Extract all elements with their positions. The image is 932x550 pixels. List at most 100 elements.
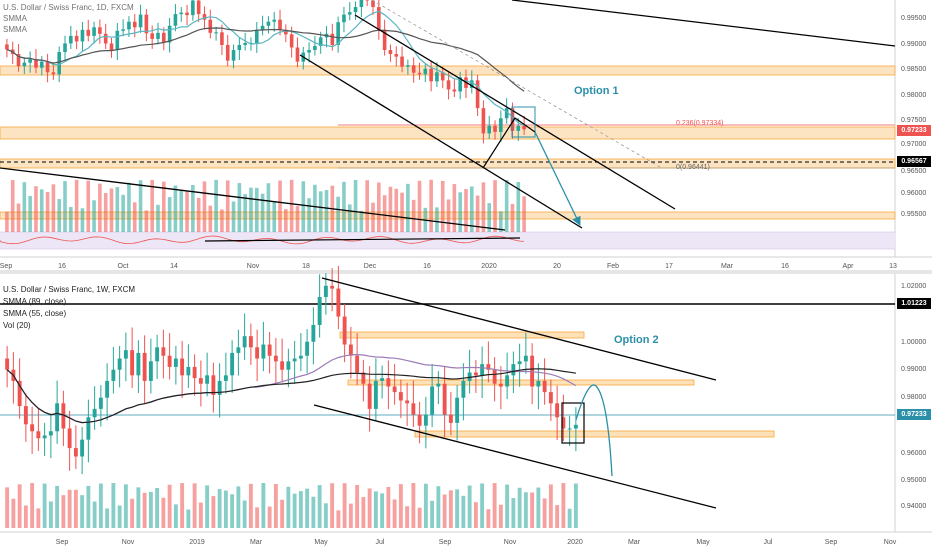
top-date-tick-label: Mar xyxy=(721,263,734,270)
bottom-price-tick-label: 0.98000 xyxy=(901,394,926,401)
volume-bar xyxy=(435,207,439,232)
volume-bar xyxy=(347,204,352,232)
candle-body xyxy=(273,355,278,362)
candle-body xyxy=(284,29,288,35)
top-price-tag-level: 0.96567 xyxy=(897,156,931,167)
candle-body xyxy=(406,65,410,67)
volume-bar xyxy=(211,496,216,528)
volume-bar xyxy=(225,180,230,232)
volume-bar xyxy=(92,501,97,528)
candle-body xyxy=(132,21,137,28)
volume-bar xyxy=(173,504,178,528)
candle-body xyxy=(330,285,335,289)
candle-body xyxy=(86,29,91,36)
volume-bar xyxy=(16,203,21,232)
volume-bar xyxy=(417,507,422,528)
top-date-tick-label: 16 xyxy=(58,263,66,270)
candle-body xyxy=(499,118,503,132)
candle-body xyxy=(30,424,35,432)
candle-body xyxy=(155,347,160,362)
volume-bar xyxy=(371,202,375,232)
volume-bar xyxy=(248,483,253,528)
volume-bar xyxy=(86,180,91,232)
top-price-tick-label: 0.95500 xyxy=(901,211,926,218)
volume-bar xyxy=(464,189,468,232)
volume-bar xyxy=(237,183,242,232)
bottom-date-tick-label: Sep xyxy=(56,539,69,546)
candle-body xyxy=(266,21,271,26)
volume-bar xyxy=(273,484,278,528)
candle-body xyxy=(398,392,403,401)
candle-body xyxy=(243,42,247,45)
volume-bar xyxy=(51,184,56,232)
candle-body xyxy=(180,358,185,376)
candle-body xyxy=(405,400,410,404)
candle-body xyxy=(214,32,218,34)
volume-bar xyxy=(284,209,288,232)
panel-separator[interactable] xyxy=(0,270,932,274)
axis-labels: Sep 16 Oct 14 Nov 18 Dec 16 2020 20 Feb 17 Mar 16 Apr 1… xyxy=(0,15,926,546)
volume-bar xyxy=(359,210,364,232)
bottom-date-tick-label: Jul xyxy=(764,539,773,546)
volume-bar xyxy=(278,180,282,232)
candle-body xyxy=(156,32,160,39)
volume-bar xyxy=(130,498,135,528)
volume-bar xyxy=(311,496,316,528)
candle-body xyxy=(148,361,153,381)
volume-bar xyxy=(30,483,35,528)
candle-body xyxy=(442,383,447,415)
volume-bar xyxy=(121,194,125,232)
volume-bar xyxy=(198,502,203,528)
volume-bar xyxy=(109,188,114,232)
upper-zone xyxy=(339,331,585,339)
volume-bar xyxy=(394,188,399,232)
bottom-channel-lower[interactable] xyxy=(313,404,717,509)
candle-body xyxy=(342,14,346,23)
fib-label-0: 0(0.96441) xyxy=(676,164,710,171)
candle-body xyxy=(423,414,428,426)
candle-body xyxy=(367,383,372,409)
bottom-date-tick-label: May xyxy=(696,539,710,546)
candle-body xyxy=(542,380,547,393)
long-trendline[interactable] xyxy=(511,0,896,47)
candle-body xyxy=(388,50,393,55)
candle-body xyxy=(5,44,9,50)
candle-body xyxy=(305,341,310,356)
top-chart-title: U.S. Dollar / Swiss Franc, 1D, FXCM xyxy=(3,3,134,12)
top-legend: U.S. Dollar / Swiss Franc, 1D, FXCM SMMA… xyxy=(3,2,134,35)
candle-body xyxy=(561,417,566,429)
candle-body xyxy=(39,61,44,68)
candle-body xyxy=(516,125,521,131)
oscillator-trendline[interactable] xyxy=(204,237,521,242)
bottom-legend-ma-89: SMMA (89, close) xyxy=(3,297,67,306)
candle-body xyxy=(185,12,189,16)
volume-bar xyxy=(417,180,422,232)
volume-trendline[interactable] xyxy=(0,167,506,231)
volume-bar xyxy=(498,504,503,528)
channel-lower-line[interactable] xyxy=(299,54,583,229)
top-date-tick-label: Feb xyxy=(607,263,619,270)
candle-body xyxy=(255,347,260,359)
bottom-date-tick-label: Nov xyxy=(884,539,897,546)
volume-bar xyxy=(361,497,366,528)
candle-body xyxy=(103,33,108,44)
candle-body xyxy=(347,12,352,15)
channel-upper-line[interactable] xyxy=(354,14,676,210)
bottom-date-tick-label: 2019 xyxy=(189,539,205,546)
volume-bar xyxy=(48,501,53,528)
volume-bar xyxy=(67,489,72,528)
candle-body xyxy=(73,448,78,457)
bottom-channel-upper[interactable] xyxy=(321,277,717,381)
top-price-tick-label: 0.96000 xyxy=(901,190,926,197)
candle-body xyxy=(61,403,66,429)
volume-bar xyxy=(567,508,572,528)
candle-body xyxy=(167,25,172,43)
candle-body xyxy=(121,29,125,31)
volume-bar xyxy=(504,180,509,232)
candle-body xyxy=(48,431,53,436)
volume-bar xyxy=(144,210,149,232)
top-price-tick-label: 0.97000 xyxy=(901,141,926,148)
candle-body xyxy=(179,12,184,15)
candle-body xyxy=(448,414,453,423)
candle-body xyxy=(487,125,492,134)
